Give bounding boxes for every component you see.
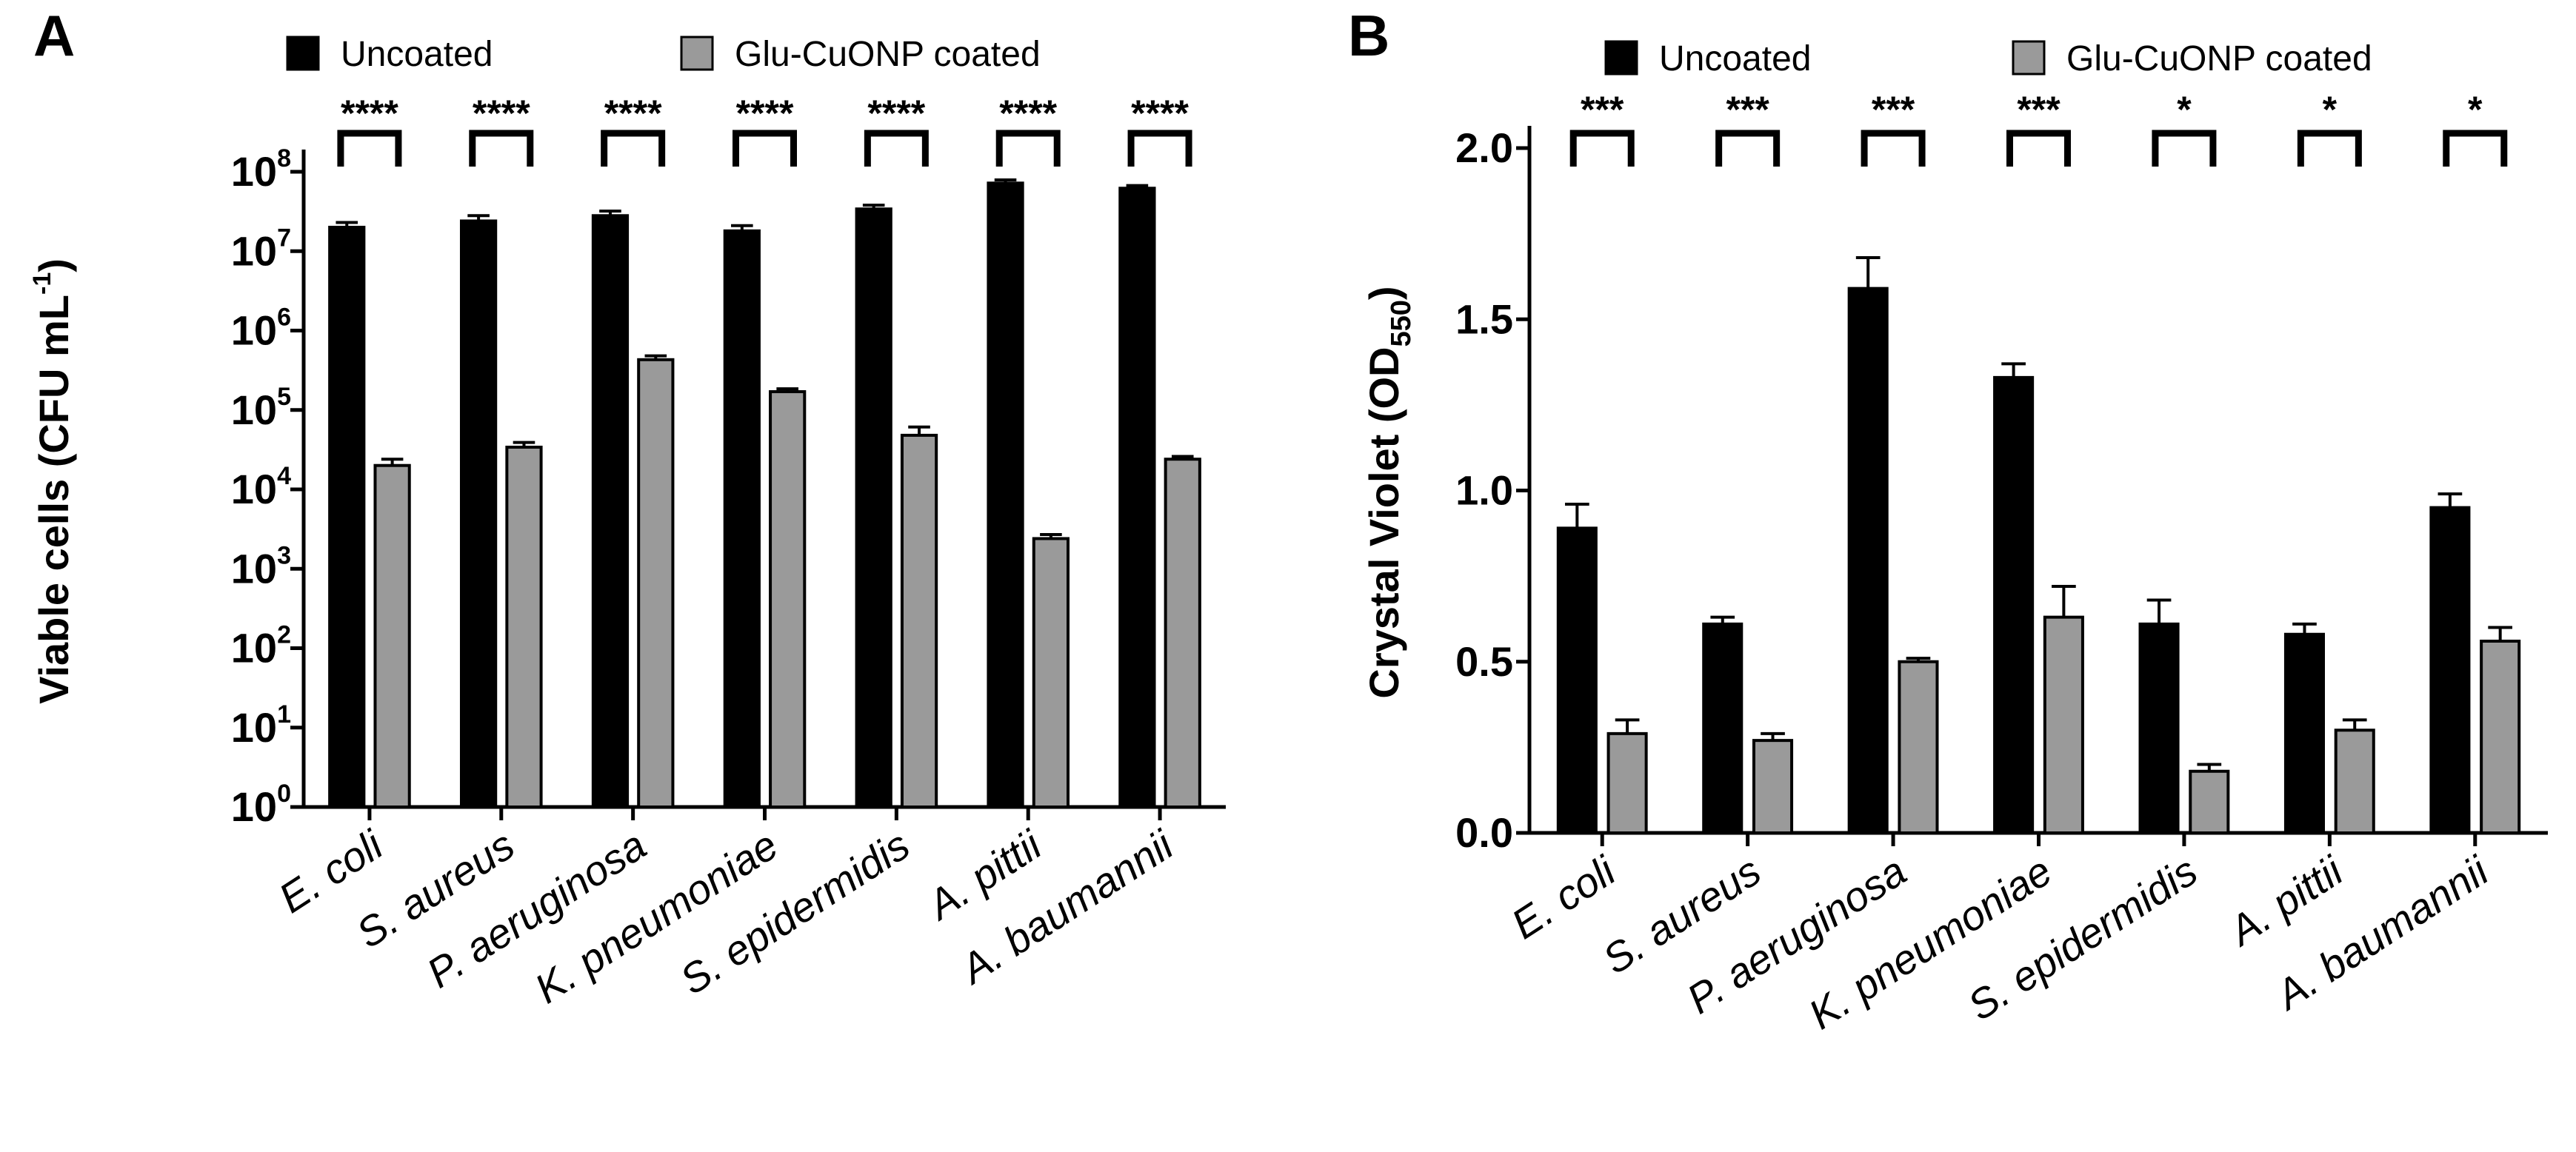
y-tick-label: 2.0 <box>1455 124 1513 171</box>
significance-label: **** <box>341 93 398 134</box>
bar-coated <box>637 358 675 809</box>
legend-label-uncoated: Uncoated <box>1659 39 1811 78</box>
y-tick-label: 107 <box>231 224 291 274</box>
panel-letter: A <box>33 3 75 68</box>
bar-uncoated <box>1993 375 2035 834</box>
bar-uncoated <box>459 219 498 808</box>
significance-label: *** <box>1581 89 1624 130</box>
legend-swatch-coated <box>2012 40 2046 76</box>
bar-uncoated <box>1847 287 1889 834</box>
y-tick-label: 0.5 <box>1455 638 1513 685</box>
legend-swatch-coated <box>680 36 714 71</box>
y-tick-label: 101 <box>231 700 291 751</box>
bar-uncoated <box>987 181 1024 808</box>
bar-uncoated <box>723 229 761 808</box>
y-tick-label: 100 <box>231 780 291 830</box>
y-tick-label: 105 <box>231 383 291 433</box>
significance-label: * <box>2323 89 2338 130</box>
bar-uncoated <box>1556 526 1598 834</box>
significance-bracket <box>1127 130 1192 167</box>
y-tick-label: 108 <box>231 144 291 195</box>
significance-label: **** <box>1131 93 1189 134</box>
y-tick-label: 106 <box>231 304 291 354</box>
significance-bracket <box>2297 130 2362 167</box>
significance-bracket <box>601 130 666 167</box>
y-axis-label: Viable cells (CFU mL-1) <box>28 258 77 704</box>
panel-a-chart: A Uncoated Glu-CuONP coated 100 101 102 103 104… <box>28 3 1226 1012</box>
bar-coated <box>900 433 938 808</box>
bar-coated <box>2043 615 2084 834</box>
legend-label-coated: Glu-CuONP coated <box>2066 39 2372 78</box>
bar-coated <box>769 390 807 808</box>
significance-bracket <box>2152 130 2217 167</box>
legend-swatch-uncoated <box>1604 40 1638 76</box>
significance-bracket <box>733 130 797 167</box>
panel-b-chart: B Uncoated Glu-CuONP coated 0.0 0.5 1.0 1.5 2.0… <box>1348 3 2548 1038</box>
bar-uncoated <box>855 207 892 808</box>
panel-letter: B <box>1348 3 1389 68</box>
significance-bracket <box>995 130 1061 167</box>
significance-label: * <box>2468 89 2483 130</box>
significance-label: *** <box>1872 89 1915 130</box>
y-tick-label: 0.0 <box>1455 809 1513 856</box>
significance-bracket <box>469 130 534 167</box>
y-axis-label: Crystal Violet (OD550) <box>1361 286 1417 698</box>
significance-label: *** <box>1726 89 1769 130</box>
legend-label-coated: Glu-CuONP coated <box>735 35 1041 74</box>
legend-swatch-uncoated <box>286 36 320 71</box>
significance-label: *** <box>2017 89 2061 130</box>
bar-coated <box>1164 458 1201 808</box>
significance-label: **** <box>867 93 925 134</box>
category-label: K. pneumoniae <box>1801 847 2060 1038</box>
significance-bracket <box>1569 130 1635 167</box>
significance-bracket <box>337 130 402 167</box>
significance-label: **** <box>999 93 1057 134</box>
bar-coated <box>1606 731 1648 834</box>
significance-label: **** <box>473 93 530 134</box>
bar-uncoated <box>1702 622 1744 834</box>
category-label: E. coli <box>1504 846 1625 948</box>
bar-uncoated <box>1118 187 1156 808</box>
bar-coated <box>2480 640 2521 834</box>
bar-coated <box>1752 739 1794 834</box>
category-label: S. epidermidis <box>672 821 918 1003</box>
bar-coated <box>2189 769 2230 834</box>
bar-uncoated <box>2283 632 2326 834</box>
significance-label: **** <box>604 93 662 134</box>
significance-label: * <box>2177 89 2192 130</box>
bar-coated <box>1032 537 1070 808</box>
significance-bracket <box>2006 130 2071 167</box>
y-tick-label: 1.5 <box>1455 295 1513 342</box>
bar-coated <box>2334 729 2375 834</box>
bar-uncoated <box>591 214 630 808</box>
bar-uncoated <box>328 225 366 808</box>
bar-uncoated <box>2138 622 2180 834</box>
significance-bracket <box>1861 130 1926 167</box>
bar-coated <box>1898 660 1939 834</box>
y-tick-label: 102 <box>231 621 291 672</box>
bar-uncoated <box>2429 506 2471 834</box>
legend-label-uncoated: Uncoated <box>341 35 493 74</box>
y-tick-label: 1.0 <box>1455 467 1513 514</box>
significance-bracket <box>2443 130 2508 167</box>
y-tick-label: 103 <box>231 541 291 592</box>
bar-coated <box>373 463 411 808</box>
bar-coated <box>505 445 543 808</box>
y-tick-label: 104 <box>231 462 291 512</box>
significance-bracket <box>1715 130 1781 167</box>
significance-bracket <box>864 130 929 167</box>
significance-label: **** <box>736 93 794 134</box>
